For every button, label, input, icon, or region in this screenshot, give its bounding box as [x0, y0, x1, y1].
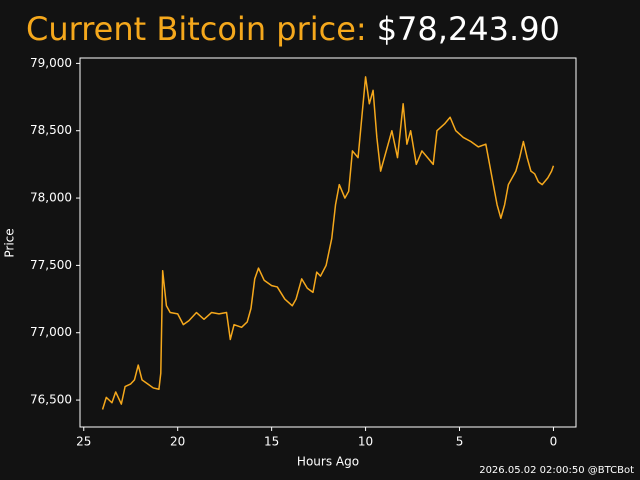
x-tick-label: 5	[456, 435, 464, 449]
x-tick-label: 25	[76, 435, 91, 449]
y-tick-label: 78,000	[30, 191, 72, 205]
x-tick-label: 15	[264, 435, 279, 449]
y-tick-label: 76,500	[30, 393, 72, 407]
footer: 2026.05.02 02:00:50 @BTCBot	[479, 465, 634, 476]
y-tick-label: 77,000	[30, 325, 72, 339]
y-tick-label: 79,000	[30, 56, 72, 70]
plot-frame	[79, 57, 577, 428]
x-tick-label: 20	[170, 435, 185, 449]
y-axis-label: Price	[3, 228, 17, 257]
current-price: $78,243.90	[377, 10, 560, 48]
price-line	[101, 76, 555, 410]
x-axis-label: Hours Ago	[297, 455, 359, 469]
x-tick-label: 0	[550, 435, 558, 449]
x-tick-label: 10	[358, 435, 373, 449]
chart-title: Current Bitcoin price:	[26, 10, 367, 48]
y-tick-label: 77,500	[30, 258, 72, 272]
y-tick-label: 78,500	[30, 123, 72, 137]
